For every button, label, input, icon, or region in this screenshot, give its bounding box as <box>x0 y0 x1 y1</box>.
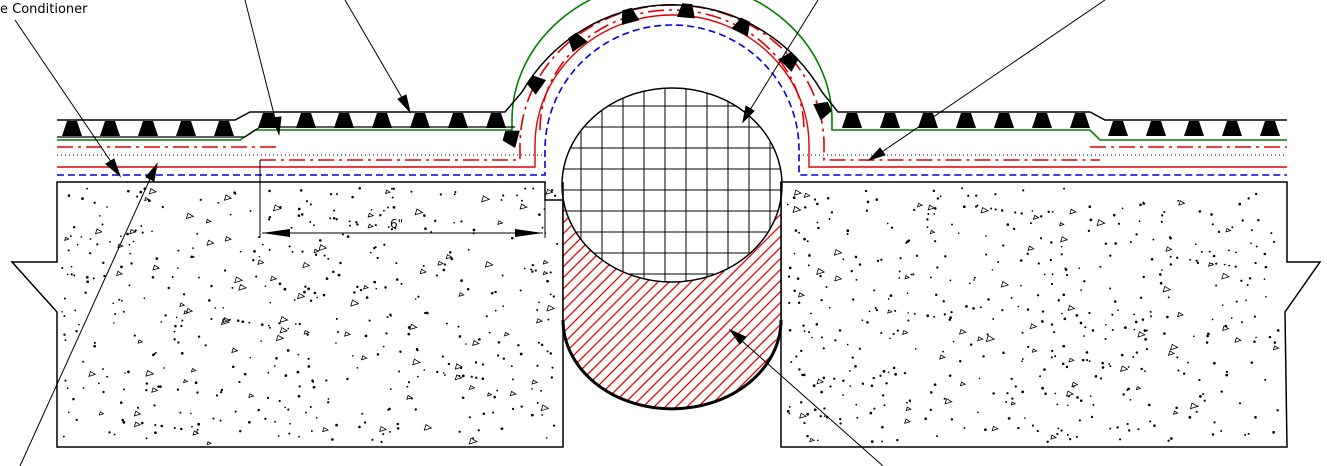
protection-block <box>526 75 547 95</box>
compressible-filler-outline <box>561 87 783 283</box>
dimension-label: 6" <box>390 217 403 231</box>
protection-block <box>62 121 82 136</box>
protection-block <box>334 113 354 128</box>
protection-block <box>502 130 520 148</box>
protection-course-outline <box>57 3 1287 121</box>
protection-block <box>1070 113 1090 128</box>
protection-block <box>1108 121 1128 136</box>
protection-block <box>1222 121 1242 136</box>
protection-block <box>372 113 392 128</box>
protection-block <box>621 7 640 25</box>
leader-lines <box>14 0 1106 466</box>
red-dashdot-outer-line <box>57 9 1287 148</box>
protection-block <box>1146 121 1166 136</box>
protection-block <box>813 101 832 121</box>
compressible-filler-grid <box>562 88 782 282</box>
protection-block <box>956 113 976 128</box>
joint-bottom-arc <box>561 319 783 411</box>
protection-block <box>880 113 900 128</box>
protection-block <box>448 113 468 128</box>
dimension-6in: 6" <box>259 160 546 238</box>
protection-block <box>486 113 506 128</box>
protection-block <box>676 3 695 19</box>
red-dashdot-inner-line <box>260 4 1100 161</box>
concrete-slab-left <box>10 181 564 448</box>
blue-primer-line <box>57 24 1287 176</box>
protection-block <box>1260 121 1280 136</box>
protection-course-blocks <box>62 3 1280 148</box>
red-membrane-line <box>57 14 1287 168</box>
protection-block <box>410 113 430 128</box>
protection-block <box>842 113 862 128</box>
protection-block <box>1184 121 1204 136</box>
black-outline-line <box>57 126 515 138</box>
protection-block <box>138 121 158 136</box>
protection-block <box>778 51 799 72</box>
protection-block <box>568 32 588 53</box>
protection-block <box>731 17 751 37</box>
callout-conditioner-label: e Conditioner <box>0 2 88 17</box>
concrete-aggregate-left <box>61 186 559 446</box>
protection-block <box>176 121 196 136</box>
concrete-slab-right <box>780 181 1322 448</box>
protection-block <box>258 113 278 128</box>
green-membrane-line <box>57 0 1287 141</box>
protection-block <box>296 113 316 128</box>
protection-block <box>1032 113 1052 128</box>
protection-block <box>214 121 234 136</box>
concrete-aggregate-right <box>786 187 1280 444</box>
protection-block <box>100 121 120 136</box>
protection-block <box>994 113 1014 128</box>
